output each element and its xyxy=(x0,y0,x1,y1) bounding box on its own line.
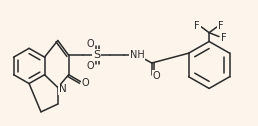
Text: O: O xyxy=(87,39,94,49)
Text: F: F xyxy=(195,21,200,31)
Text: N: N xyxy=(59,84,67,94)
Text: S: S xyxy=(93,50,100,60)
Text: O: O xyxy=(153,71,160,81)
Text: O: O xyxy=(87,61,94,71)
Text: O: O xyxy=(82,78,89,88)
Text: F: F xyxy=(221,33,227,43)
Text: F: F xyxy=(218,21,224,31)
Text: NH: NH xyxy=(130,50,144,60)
